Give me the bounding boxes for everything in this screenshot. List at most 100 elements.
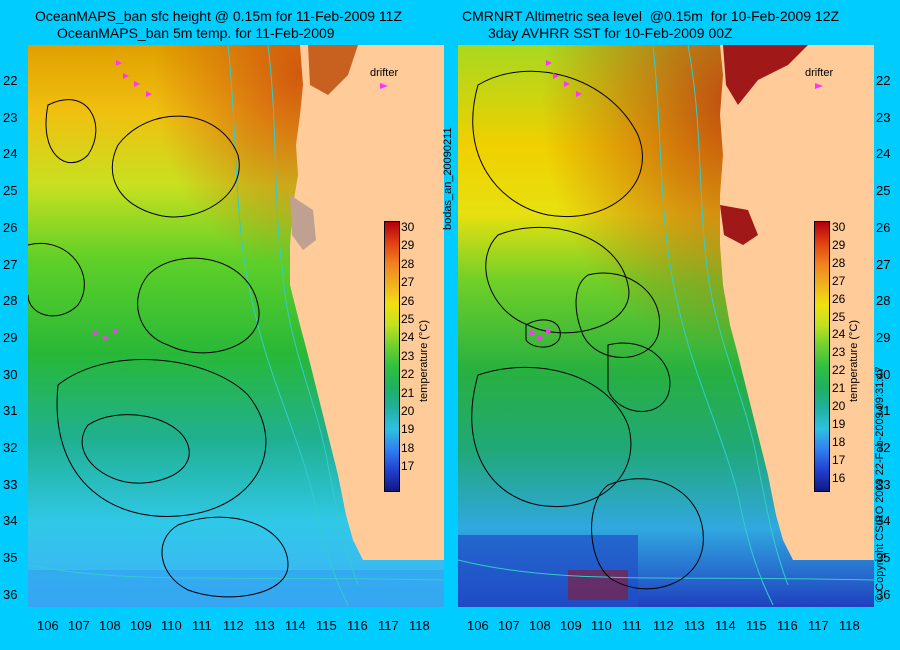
left-map-panel: [28, 45, 444, 607]
latitude-label: 22: [3, 73, 18, 88]
colorbar-tick: 26: [832, 291, 846, 306]
longitude-label: 112: [653, 618, 674, 633]
left-isobath-3: [28, 564, 444, 581]
latitude-label: 34: [876, 513, 891, 529]
right-title-line2: 3day AVHRR SST for 10-Feb-2009 00Z: [488, 25, 733, 41]
colorbar-tick: 26: [401, 293, 415, 308]
left-drifter-label: drifter: [370, 67, 399, 79]
longitude-label: 113: [254, 618, 275, 633]
longitude-label: 109: [130, 618, 152, 633]
colorbar-tick: 20: [832, 399, 846, 413]
latitude-label: 34: [3, 513, 18, 529]
longitude-label: 116: [777, 618, 798, 633]
right-map-panel: [458, 45, 874, 607]
longitude-label: 110: [161, 618, 182, 633]
longitude-label: 112: [223, 618, 244, 633]
latitude-label: 25: [3, 183, 18, 199]
longitude-label: 107: [68, 618, 90, 633]
left-grey-island: [290, 195, 316, 250]
longitude-label: 109: [560, 618, 582, 633]
left-drifter-legend-marker: [380, 83, 388, 89]
colorbar-tick: 23: [832, 345, 846, 360]
colorbar-tick: 30: [832, 220, 846, 234]
colorbar-tick: 29: [401, 238, 415, 253]
colorbar-tick: 28: [832, 255, 846, 270]
longitude-label: 110: [591, 618, 612, 633]
latitude-label: 24: [876, 146, 891, 162]
left-cool-band: [28, 570, 444, 607]
right-red-island: [720, 205, 758, 245]
right-contour-1: [472, 70, 643, 217]
latitude-label: 23: [3, 109, 18, 125]
left-contour-1: [111, 115, 240, 218]
run-id-label: bodas_an_20090211: [442, 127, 454, 230]
left-land: [290, 45, 444, 560]
latitude-label: 35: [3, 550, 18, 566]
right-contour-7: [607, 342, 671, 412]
left-contour-4: [56, 359, 267, 517]
longitude-label: 117: [808, 618, 829, 633]
colorbar-tick: 17: [832, 452, 846, 467]
right-isobath-1: [687, 45, 789, 586]
colorbar-tick: 18: [832, 434, 846, 449]
latitude-label: 23: [876, 109, 891, 125]
right-cloud-patch: [568, 570, 628, 600]
longitude-label: 118: [839, 618, 860, 633]
latitude-label: 36: [3, 586, 18, 602]
longitude-label: 108: [99, 618, 121, 633]
left-drifter-markers: [93, 60, 152, 341]
colorbar-tick: 23: [401, 348, 415, 363]
left-title-line2: OceanMAPS_ban 5m temp. for 11-Feb-2009: [57, 25, 335, 41]
right-land: [720, 45, 874, 560]
colorbar-tick: 29: [832, 237, 846, 252]
longitude-label: 117: [378, 618, 399, 633]
latitude-label: 32: [876, 440, 891, 455]
right-contour-2: [485, 226, 630, 334]
latitude-label: 30: [876, 366, 891, 382]
latitude-label: 31: [876, 403, 891, 419]
latitude-label: 36: [876, 586, 891, 602]
left-colorbar-title: temperature (°C): [418, 319, 430, 402]
colorbar-tick: 28: [401, 256, 415, 271]
colorbar-tick: 24: [401, 330, 415, 345]
left-isobath-1: [267, 45, 359, 586]
latitude-label: 26: [3, 219, 18, 235]
latitude-label: 29: [876, 329, 891, 345]
longitude-label: 108: [529, 618, 551, 633]
latitude-label: 27: [876, 256, 891, 272]
colorbar-tick: 25: [401, 312, 415, 326]
latitude-label: 32: [3, 440, 18, 455]
copyright-label: © Copyright CSIRO 2009 22-Feb-2009 09:31…: [874, 366, 886, 602]
longitude-label: 118: [409, 618, 430, 633]
colorbar-tick: 21: [832, 381, 846, 396]
left-contour-6: [161, 516, 289, 598]
left-isobath-2: [227, 45, 349, 606]
colorbar-tick: 22: [401, 367, 415, 382]
right-contour-6: [591, 478, 704, 590]
latitude-label: 31: [3, 403, 18, 419]
right-drifter-markers: [530, 60, 582, 341]
colorbar-tick: 22: [832, 363, 846, 378]
colorbar-tick: 30: [401, 220, 415, 234]
colorbar-tick: 27: [832, 273, 846, 288]
longitude-label: 115: [746, 618, 767, 633]
colorbar-tick: 17: [401, 459, 415, 474]
right-title-line1: CMRNRT Altimetric sea level @0.15m for 1…: [462, 8, 840, 24]
left-contour-3: [137, 257, 260, 354]
latitude-label: 28: [876, 293, 891, 309]
latitude-label: 28: [3, 293, 18, 309]
latitude-label: 33: [876, 476, 891, 492]
colorbar-tick: 20: [401, 404, 415, 418]
right-isobath-2: [652, 45, 774, 606]
left-contour-5: [81, 414, 190, 484]
longitude-label: 106: [467, 618, 489, 633]
right-red-patch: [723, 45, 808, 105]
colorbar-tick: 25: [832, 309, 846, 324]
longitude-label: 111: [192, 618, 212, 633]
left-colorbar: [384, 221, 400, 492]
left-title-line1: OceanMAPS_ban sfc height @ 0.15m for 11-…: [35, 8, 403, 24]
left-contour-7: [28, 243, 85, 317]
right-drifter-label: drifter: [805, 67, 834, 79]
latitude-label: 33: [3, 476, 18, 492]
longitude-label: 116: [347, 618, 368, 633]
